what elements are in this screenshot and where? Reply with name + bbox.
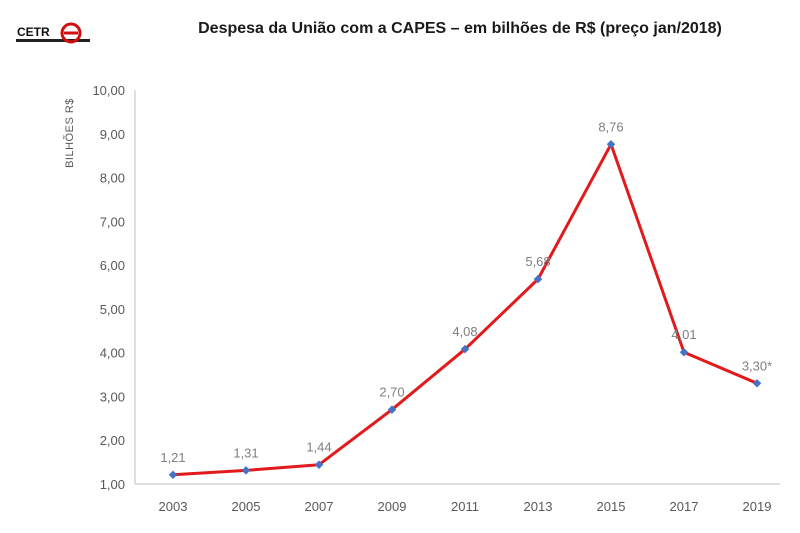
x-tick-label: 2019 <box>743 499 772 514</box>
data-point <box>241 466 251 475</box>
chart-axes: 1,00 2,00 3,00 4,00 5,00 6,00 7,00 8,00 9,00 10,0… <box>63 83 780 514</box>
data-point <box>314 460 324 469</box>
chart-title: Despesa da União com a CAPES – em bilhõe… <box>198 20 722 37</box>
chart-series <box>168 140 762 480</box>
x-tick-label: 2003 <box>159 499 188 514</box>
data-label: 1,44 <box>306 440 331 455</box>
data-point <box>387 405 397 414</box>
cetr-logo: CETR <box>16 22 90 44</box>
y-axis-title: BILHÕES R$ <box>63 98 76 168</box>
y-tick-label: 5,00 <box>100 302 125 317</box>
y-tick-label: 3,00 <box>100 389 125 404</box>
y-tick-label: 7,00 <box>100 214 125 229</box>
x-tick-label: 2011 <box>451 499 479 514</box>
y-tick-label: 2,00 <box>100 433 125 448</box>
y-tick-label: 8,00 <box>100 171 125 186</box>
logo-stop-icon <box>60 22 82 44</box>
data-point <box>752 379 762 388</box>
data-point <box>168 470 178 480</box>
series-line <box>172 142 758 477</box>
data-label: 2,70 <box>379 385 404 400</box>
x-tick-label: 2013 <box>524 499 553 514</box>
x-tick-label: 2017 <box>670 499 699 514</box>
data-point <box>460 344 470 354</box>
y-tick-label: 9,00 <box>100 127 125 142</box>
data-label: 4,01 <box>671 327 696 342</box>
y-tick-label: 4,00 <box>100 346 125 361</box>
x-tick-label: 2005 <box>232 499 261 514</box>
data-label: 8,76 <box>598 119 623 134</box>
data-label: 5,68 <box>525 254 550 269</box>
data-point <box>533 274 543 284</box>
data-label: 1,31 <box>233 445 258 460</box>
data-label: 3,30* <box>742 358 772 373</box>
y-tick-label: 10,00 <box>92 83 125 98</box>
chart-data-labels: 1,21 1,31 1,44 2,70 4,08 5,68 8,76 4,01 3,30* <box>160 119 772 465</box>
y-tick-label: 1,00 <box>100 477 125 492</box>
x-tick-label: 2009 <box>378 499 407 514</box>
y-tick-label: 6,00 <box>100 258 125 273</box>
data-label: 1,21 <box>160 450 185 465</box>
data-label: 4,08 <box>452 324 477 339</box>
data-point <box>679 347 689 357</box>
x-tick-label: 2007 <box>305 499 334 514</box>
logo-underline <box>16 39 90 42</box>
logo-text: CETR <box>17 25 50 39</box>
x-tick-label: 2015 <box>597 499 626 514</box>
